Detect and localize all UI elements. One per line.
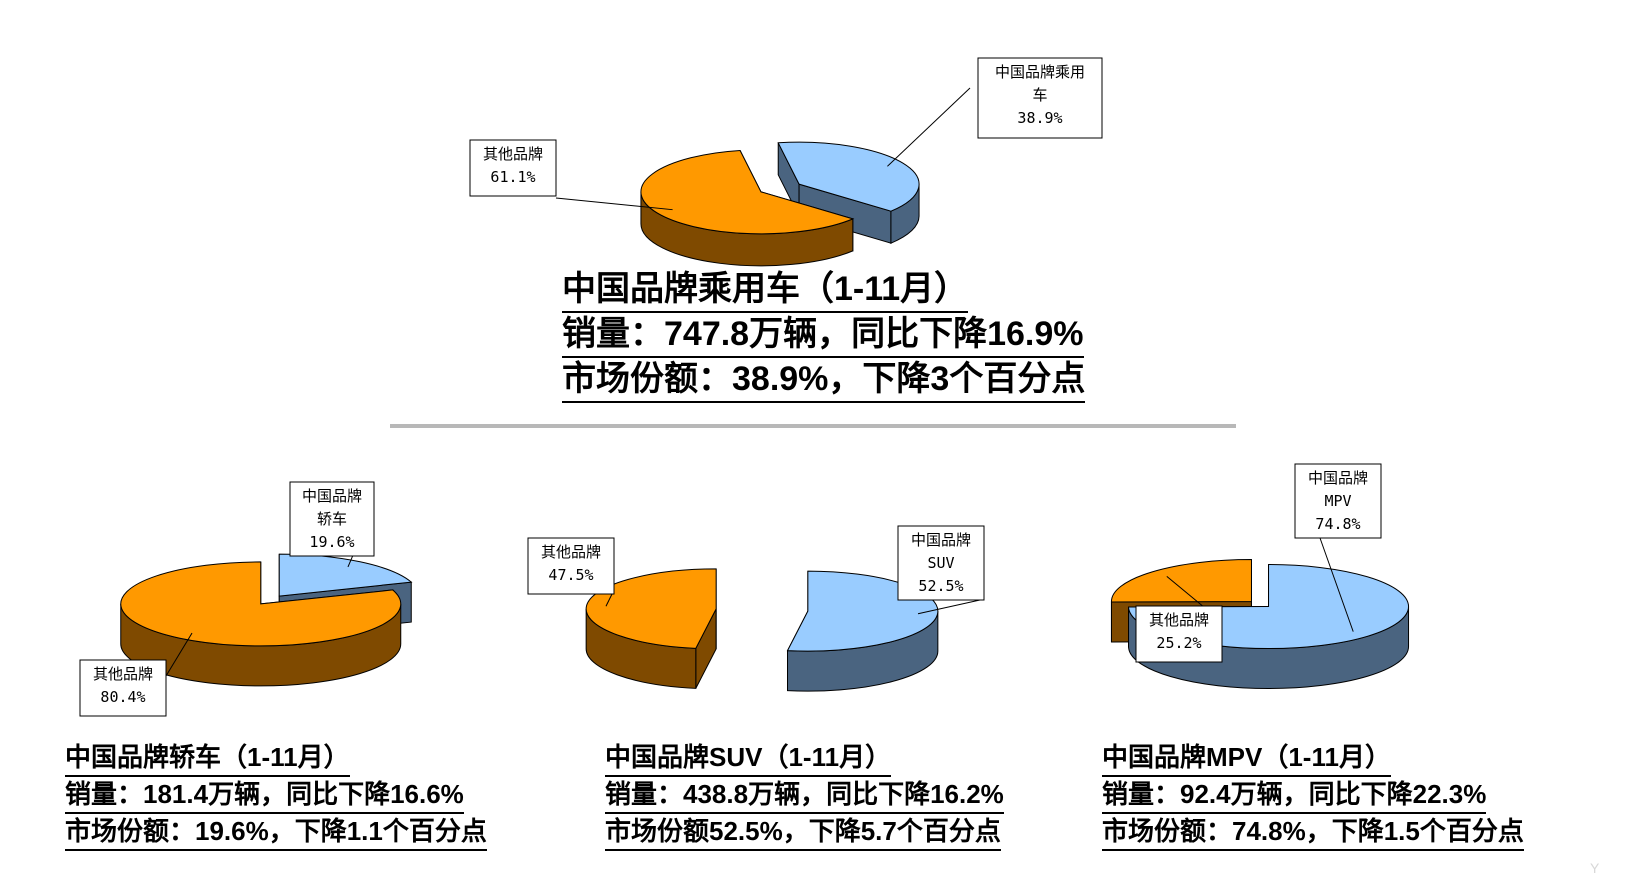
caption-mpv-title: 中国品牌MPV（1-11月） <box>1102 740 1391 777</box>
leader-line-sedan-1 <box>165 632 193 677</box>
leader-line-passenger-0 <box>887 87 971 167</box>
pie-chart-passenger: 中国品牌乘用车 38.9% 其他品牌 61.1% <box>469 57 1103 267</box>
pie-slice-top-suv-1 <box>585 568 717 649</box>
caption-sedan-sales: 销量：181.4万辆，同比下降16.6% <box>65 777 464 814</box>
label-text-sedan-1-1: 80.4% <box>100 688 145 706</box>
label-text-passenger-0-0: 中国品牌乘用 <box>995 63 1085 81</box>
pie-slice-sedan-1 <box>120 561 402 687</box>
pie-chart-mpv: 中国品牌 MPV 74.8% 其他品牌 25.2% <box>1110 463 1410 690</box>
data-label-passenger-1: 其他品牌 61.1% <box>469 139 673 211</box>
label-text-mpv-0-0: 中国品牌 <box>1308 469 1368 487</box>
label-text-suv-0-0: 中国品牌 <box>911 531 971 549</box>
caption-mpv-share: 市场份额：74.8%，下降1.5个百分点 <box>1102 814 1524 851</box>
data-label-mpv-1: 其他品牌 25.2% <box>1135 576 1223 663</box>
caption-suv-sales: 销量：438.8万辆，同比下降16.2% <box>605 777 1004 814</box>
label-text-mpv-1-0: 其他品牌 <box>1149 611 1209 629</box>
label-text-mpv-0-2: 74.8% <box>1315 515 1360 533</box>
pie-slice-top-passenger-0 <box>777 141 920 212</box>
leader-line-passenger-1 <box>555 197 673 211</box>
watermark-logo: Y <box>1590 860 1600 876</box>
leader-line-mpv-0 <box>1319 537 1354 632</box>
pie-chart-sedan: 中国品牌轿车 19.6% 其他品牌 80.4% <box>79 481 413 717</box>
leader-line-suv-0 <box>917 599 981 615</box>
data-label-suv-0: 中国品牌 SUV 52.5% <box>897 525 985 615</box>
label-box-mpv-1 <box>1135 605 1223 663</box>
data-label-passenger-0: 中国品牌乘用车 38.9% <box>887 57 1103 167</box>
caption-passenger-title: 中国品牌乘用车（1-11月） <box>562 268 969 313</box>
pie-slice-passenger-1 <box>640 149 855 267</box>
label-text-sedan-1-0: 其他品牌 <box>93 665 153 683</box>
label-text-passenger-1-0: 其他品牌 <box>483 145 543 163</box>
caption-suv-share: 市场份额52.5%，下降5.7个百分点 <box>605 814 1001 851</box>
caption-sedan-share: 市场份额：19.6%，下降1.1个百分点 <box>65 814 487 851</box>
pie-slice-top-sedan-1 <box>120 561 402 647</box>
data-label-suv-1: 其他品牌 47.5% <box>527 537 615 607</box>
pie-slice-top-mpv-1 <box>1110 558 1252 603</box>
caption-suv-title: 中国品牌SUV（1-11月） <box>605 740 892 777</box>
label-box-suv-1 <box>527 537 615 595</box>
label-box-mpv-0 <box>1294 463 1382 539</box>
caption-suv: 中国品牌SUV（1-11月） 销量：438.8万辆，同比下降16.2% 市场份额… <box>605 740 1004 851</box>
pie-slice-top-passenger-1 <box>640 149 855 235</box>
label-box-suv-0 <box>897 525 985 601</box>
label-text-suv-1-1: 47.5% <box>548 566 593 584</box>
label-text-sedan-0-2: 19.6% <box>309 533 354 551</box>
section-divider <box>390 424 1236 428</box>
caption-sedan-title: 中国品牌轿车（1-11月） <box>65 740 350 777</box>
label-text-passenger-1-1: 61.1% <box>490 168 535 186</box>
label-text-passenger-0-1: 车 <box>1032 86 1047 104</box>
label-text-sedan-0-0: 中国品牌 <box>302 487 362 505</box>
label-text-suv-0-2: 52.5% <box>918 577 963 595</box>
caption-sedan: 中国品牌轿车（1-11月） 销量：181.4万辆，同比下降16.6% 市场份额：… <box>65 740 487 851</box>
label-box-sedan-1 <box>79 659 167 717</box>
label-text-sedan-0-1: 轿车 <box>317 510 347 528</box>
label-text-suv-1-0: 其他品牌 <box>541 543 601 561</box>
pie-slice-passenger-0 <box>777 141 920 244</box>
label-box-passenger-1 <box>469 139 557 197</box>
caption-passenger: 中国品牌乘用车（1-11月） 销量：747.8万辆，同比下降16.9% 市场份额… <box>562 268 1086 403</box>
caption-passenger-share: 市场份额：38.9%，下降3个百分点 <box>562 358 1086 403</box>
data-label-sedan-0: 中国品牌轿车 19.6% <box>289 481 375 568</box>
pie-chart-suv: 中国品牌 SUV 52.5% 其他品牌 47.5% <box>527 525 985 692</box>
label-box-sedan-0 <box>289 481 375 557</box>
pie-slice-suv-1 <box>585 568 717 689</box>
caption-passenger-sales: 销量：747.8万辆，同比下降16.9% <box>562 313 1084 358</box>
label-text-suv-0-1: SUV <box>927 554 954 572</box>
label-box-passenger-0 <box>977 57 1103 139</box>
label-text-mpv-1-1: 25.2% <box>1156 634 1201 652</box>
caption-mpv-sales: 销量：92.4万辆，同比下降22.3% <box>1102 777 1487 814</box>
data-label-mpv-0: 中国品牌 MPV 74.8% <box>1294 463 1382 632</box>
data-label-sedan-1: 其他品牌 80.4% <box>79 632 193 717</box>
label-text-passenger-0-2: 38.9% <box>1017 109 1062 127</box>
caption-mpv: 中国品牌MPV（1-11月） 销量：92.4万辆，同比下降22.3% 市场份额：… <box>1102 740 1524 851</box>
label-text-mpv-0-1: MPV <box>1324 492 1351 510</box>
